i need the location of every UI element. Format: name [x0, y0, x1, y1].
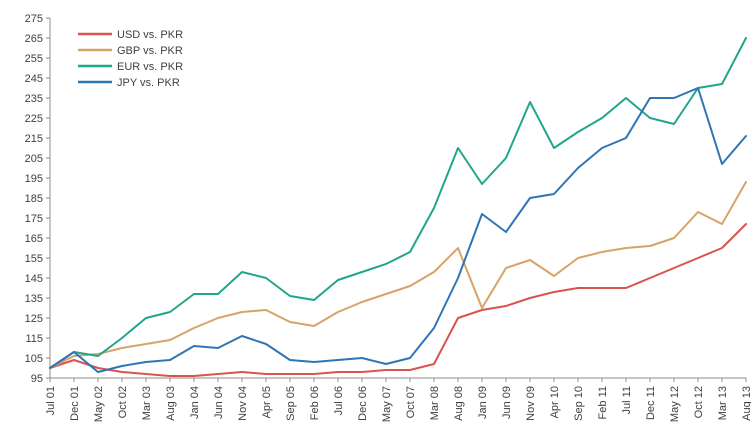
y-tick-label: 125 [25, 313, 43, 325]
x-tick-label: Mar 08 [429, 386, 441, 420]
y-axis: 95 105 115 125 135 145 155 165 175 185 195 205 215 22… [25, 13, 51, 385]
x-tick-label: Feb 11 [597, 386, 609, 419]
y-tick-label: 135 [25, 293, 43, 305]
x-tick-label: Jul 01 [45, 386, 57, 415]
x-tick-label: Jul 06 [333, 386, 345, 415]
x-tick-label: Mar 13 [717, 386, 729, 420]
x-tick-label: Mar 03 [141, 386, 153, 420]
x-tick-label: Aug 08 [453, 386, 465, 421]
y-tick-label: 165 [25, 233, 43, 245]
legend: USD vs. PKR GBP vs. PKR EUR vs. PKR JPY vs.… [78, 29, 183, 89]
series-line-usd [49, 223, 747, 377]
legend-label: GBP vs. PKR [117, 45, 183, 57]
x-tick-label: May 02 [93, 386, 105, 422]
x-tick-label: May 07 [381, 386, 393, 422]
series-line-eur [49, 37, 747, 369]
x-tick-label: Dec 11 [645, 386, 657, 420]
legend-label: EUR vs. PKR [117, 61, 183, 73]
x-axis: Jul 01 Dec 01 May 02 Oct 02 Mar 03 Aug 03 Jan … [45, 377, 751, 422]
x-tick-label: Sep 10 [573, 386, 585, 421]
x-tick-label: Dec 06 [357, 386, 369, 421]
y-tick-label: 275 [25, 13, 43, 25]
y-tick-label: 105 [25, 353, 43, 365]
x-tick-label: Aug 03 [165, 386, 177, 421]
x-tick-label: Jan 09 [477, 386, 489, 419]
y-tick-label: 155 [25, 253, 43, 265]
y-tick-label: 185 [25, 193, 43, 205]
legend-label: JPY vs. PKR [117, 77, 180, 89]
x-tick-label: Jul 11 [621, 386, 633, 415]
x-tick-label: Aug 13 [741, 386, 751, 421]
y-tick-label: 175 [25, 213, 43, 225]
x-tick-label: Apr 05 [261, 386, 273, 418]
x-tick-label: Nov 09 [525, 386, 537, 421]
series-layer [49, 37, 747, 377]
x-tick-label: Jun 04 [213, 386, 225, 419]
y-tick-label: 195 [25, 173, 43, 185]
series-line-gbp [49, 181, 747, 369]
x-tick-label: Feb 06 [309, 386, 321, 420]
y-tick-label: 265 [25, 33, 43, 45]
x-tick-label: Oct 07 [405, 386, 417, 418]
y-tick-label: 245 [25, 73, 43, 85]
y-tick-label: 235 [25, 93, 43, 105]
x-tick-label: Oct 02 [117, 386, 129, 418]
x-tick-label: Jun 09 [501, 386, 513, 419]
x-tick-label: Jan 04 [189, 386, 201, 419]
x-tick-label: May 12 [669, 386, 681, 422]
y-tick-label: 115 [25, 333, 43, 345]
x-tick-label: Apr 10 [549, 386, 561, 418]
y-tick-label: 145 [25, 273, 43, 285]
x-tick-label: Nov 04 [237, 386, 249, 421]
x-tick-label: Oct 12 [693, 386, 705, 418]
series-line-jpy [49, 87, 747, 373]
y-tick-label: 255 [25, 53, 43, 65]
y-tick-label: 95 [31, 373, 43, 385]
x-tick-label: Sep 05 [285, 386, 297, 421]
y-tick-label: 215 [25, 133, 43, 145]
y-tick-label: 225 [25, 113, 43, 125]
y-tick-label: 205 [25, 153, 43, 165]
legend-label: USD vs. PKR [117, 29, 183, 41]
x-tick-label: Dec 01 [69, 386, 81, 421]
